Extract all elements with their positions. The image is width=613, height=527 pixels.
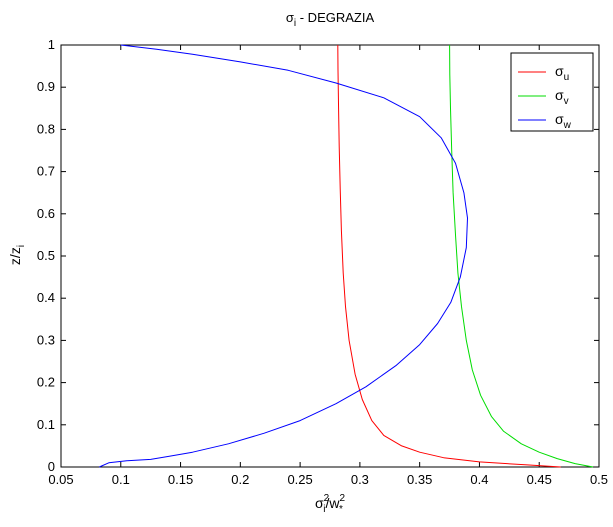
plot-area: [60, 44, 600, 468]
y-tick-label: 0.1: [37, 417, 55, 432]
x-tick-label: 0.35: [407, 472, 432, 487]
legend: σu σv σw: [510, 52, 594, 132]
x-tick-label: 0.45: [527, 472, 552, 487]
y-tick-label: 1: [48, 37, 55, 52]
y-tick-label: 0.5: [37, 248, 55, 263]
y-tick-label: 0.2: [37, 375, 55, 390]
x-tick-label: 0.4: [470, 472, 488, 487]
y-tick-label: 0.9: [37, 79, 55, 94]
x-tick-label: 0.25: [287, 472, 312, 487]
chart-title: σi - DEGRAZIA: [286, 10, 375, 29]
x-tick-label: 0.05: [48, 472, 73, 487]
x-tick-label: 0.1: [112, 472, 130, 487]
x-tick-label: 0.2: [231, 472, 249, 487]
y-tick-label: 0.3: [37, 332, 55, 347]
y-tick-label: 0: [48, 459, 55, 474]
y-axis: 0 0.1 0.2 0.3 0.4 0.5 0.6 0.7 0.8 0.9 1: [37, 37, 599, 474]
y-tick-label: 0.4: [37, 290, 55, 305]
x-axis-label: σ2 i/w2 *: [315, 493, 345, 515]
x-axis: 0.05 0.1 0.15 0.2 0.25 0.3 0.35 0.4 0.45 0.5: [48, 45, 608, 487]
y-tick-label: 0.8: [37, 121, 55, 136]
y-tick-label: 0.6: [37, 206, 55, 221]
legend-box: [510, 52, 594, 132]
series-lines: [99, 44, 594, 468]
y-tick-label: 0.7: [37, 164, 55, 179]
series-line-v: [449, 44, 594, 468]
series-line-w: [99, 44, 468, 468]
y-axis-label: z/zi: [7, 245, 27, 265]
x-tick-label: 0.15: [168, 472, 193, 487]
x-tick-label: 0.3: [351, 472, 369, 487]
legend-label-w: σw: [555, 111, 572, 131]
series-line-u: [337, 44, 561, 468]
legend-label-v: σv: [555, 87, 569, 107]
legend-label-u: σu: [555, 63, 569, 83]
x-tick-label: 0.5: [590, 472, 608, 487]
